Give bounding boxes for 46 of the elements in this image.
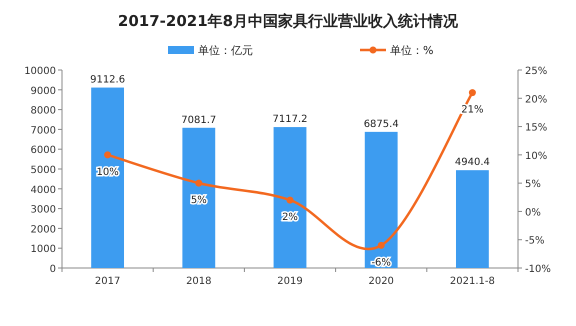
legend-label: 单位：% xyxy=(390,44,434,57)
y-tick-label: 5000 xyxy=(30,165,56,176)
x-tick-label: 2020 xyxy=(368,276,394,287)
point xyxy=(195,180,202,187)
data-label: 2% xyxy=(282,212,298,224)
bar xyxy=(91,88,124,268)
y-tick-label: 0 xyxy=(50,264,56,275)
point xyxy=(378,242,385,249)
data-label: 4940.4 xyxy=(454,157,490,168)
point xyxy=(468,89,476,96)
data-label: -6% xyxy=(371,257,391,268)
y-tick-label: 2000 xyxy=(30,224,56,236)
y-tick-label: 3000 xyxy=(30,204,56,216)
data-label: 10% xyxy=(96,166,119,178)
data-label: 9112.6 xyxy=(90,74,126,86)
legend-label: 单位：亿元 xyxy=(198,44,253,57)
y-tick-label: 1000 xyxy=(30,244,56,256)
y2-tick-label: 0% xyxy=(525,207,541,218)
bar xyxy=(182,128,216,268)
point xyxy=(104,151,112,158)
y2-tick-label: 20% xyxy=(525,94,548,106)
bar xyxy=(274,127,306,268)
y2-tick-label: -5% xyxy=(525,236,544,247)
y-tick-label: 4000 xyxy=(30,184,56,196)
x-tick-label: 2021.1-8 xyxy=(450,276,495,287)
y2-tick-label: 5% xyxy=(525,179,541,190)
data-label: 6875.4 xyxy=(364,118,399,130)
y-tick-label: 7000 xyxy=(30,125,56,136)
chart-title: 2017-2021年8月中国家具行业营业收入统计情况 xyxy=(118,12,460,30)
y-tick-label: 8000 xyxy=(30,106,56,117)
y2-tick-label: 25% xyxy=(525,66,548,77)
data-label: 7081.7 xyxy=(181,114,216,126)
data-label: 7117.2 xyxy=(272,114,308,126)
y2-tick-label: 10% xyxy=(525,150,548,162)
x-tick-label: 2018 xyxy=(186,276,212,287)
bar xyxy=(456,170,489,268)
x-tick-label: 2019 xyxy=(277,276,303,287)
y-tick-label: 10000 xyxy=(24,66,56,77)
y-tick-label: 9000 xyxy=(30,86,56,97)
bar xyxy=(364,132,398,268)
y2-tick-label: 15% xyxy=(525,122,548,134)
point xyxy=(286,196,294,204)
y-tick-label: 6000 xyxy=(30,145,56,156)
x-tick-label: 2017 xyxy=(94,276,120,287)
data-label: 5% xyxy=(190,195,207,206)
y2-tick-label: -10% xyxy=(525,264,551,275)
